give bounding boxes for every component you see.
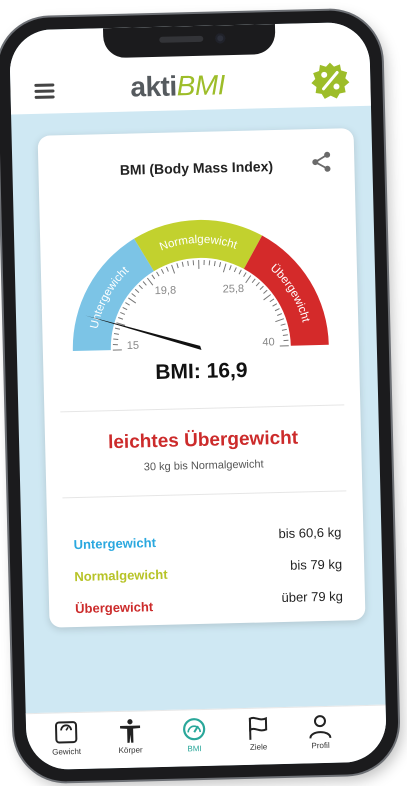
gauge-tick-mark [113, 338, 119, 341]
gauge-icon [183, 718, 206, 741]
gauge-needle [85, 315, 202, 351]
gauge-tick-label-25-8: 25,8 [223, 283, 245, 296]
speaker-grille [159, 35, 204, 43]
nav-label: Körper [118, 745, 143, 756]
flag-icon [248, 716, 268, 740]
gauge-tick-mark [233, 267, 237, 273]
gauge-tick-mark [251, 278, 256, 283]
legend-category: Untergewicht [73, 535, 157, 553]
gauge-tick-mark [131, 293, 136, 297]
gauge-tick-mark [120, 311, 126, 315]
nav-item-ziele[interactable]: Ziele [230, 714, 287, 752]
gauge-tick-mark [146, 277, 154, 286]
profile-icon [309, 715, 332, 739]
bmi-status-title: leichtes Übergewicht [107, 427, 299, 454]
gauge-tick-mark [274, 308, 280, 312]
nav-label: Profil [311, 740, 330, 751]
gauge-tick-mark [243, 272, 247, 278]
gauge-tick-mark [118, 317, 124, 320]
gauge-tick-mark [113, 333, 120, 335]
percent-badge-icon[interactable] [310, 60, 351, 101]
gauge-segment-uebergewicht [243, 235, 329, 346]
gauge-tick-mark [222, 263, 227, 273]
legend-value: über 79 kg [281, 588, 344, 606]
app-header: aktiBMI [9, 21, 371, 115]
gauge-tick-mark [142, 281, 147, 286]
gauge-tick-mark [277, 313, 283, 316]
nav-label: Ziele [249, 742, 268, 752]
gauge-tick-mark [187, 260, 189, 266]
legend-row-uebergewicht: Übergewicht über 79 kg [74, 589, 343, 622]
nav-item-bmi[interactable]: BMI [166, 716, 223, 754]
legend-row-normalgewicht: Normalgewicht bis 79 kg [74, 557, 342, 590]
divider [62, 490, 347, 499]
hamburger-menu-icon[interactable] [34, 83, 55, 99]
gauge-tick-mark [176, 263, 179, 269]
legend-row-untergewicht: Untergewicht bis 60,6 kg [73, 525, 341, 558]
nav-label: BMI [187, 744, 202, 754]
legend-value: bis 79 kg [289, 556, 343, 573]
gauge-tick-mark [208, 260, 211, 266]
logo-part-bmi: BMI [176, 69, 226, 102]
bmi-status-subtitle: 30 kg bis Normalgewicht [143, 458, 264, 474]
bmi-card: BMI (Body Mass Index) Untergewicht Norma… [37, 128, 366, 628]
gauge-tick-label-19-8: 19,8 [155, 285, 177, 298]
gauge-tick-mark [128, 297, 137, 304]
gauge-tick-mark [134, 288, 140, 293]
gauge-tick-mark [181, 261, 184, 267]
nav-item-profil[interactable]: Profil [292, 712, 349, 750]
legend-value: bis 60,6 kg [278, 524, 342, 542]
legend-category: Normalgewicht [74, 566, 168, 585]
gauge-tick-mark [280, 323, 286, 326]
nav-item-koerper[interactable]: Körper [102, 717, 159, 755]
bmi-value: BMI: 16,9 [155, 358, 248, 385]
gauge-tick-label-15: 15 [127, 340, 140, 352]
share-icon[interactable] [310, 151, 333, 174]
app-screen: aktiBMI BMI (Body Mass Index) [9, 21, 387, 771]
gauge-tick-mark [213, 261, 216, 267]
gauge-tick-mark [282, 334, 288, 336]
bmi-gauge: Untergewicht Normalgewicht Übergewicht 1… [72, 219, 329, 352]
gauge-tick-mark [263, 294, 272, 301]
gauge-tick-label-40: 40 [262, 336, 275, 348]
divider [60, 404, 345, 413]
gauge-tick-mark [219, 262, 222, 268]
scale-icon [55, 721, 78, 744]
gauge-tick-mark [269, 298, 275, 303]
gauge-tick-mark [259, 285, 264, 290]
phone-frame: aktiBMI BMI (Body Mass Index) [0, 9, 400, 783]
gauge-tick-mark [151, 274, 156, 280]
body-icon [120, 719, 141, 743]
logo-part-akti: akti [130, 70, 178, 103]
gauge-tick-mark [255, 281, 260, 287]
gauge-tick-mark [238, 269, 242, 275]
bottom-navigation: Gewicht Körper BMI [25, 704, 387, 771]
gauge-tick-mark [114, 327, 121, 330]
gauge-tick-mark [156, 271, 160, 277]
front-camera [215, 33, 226, 44]
gauge-tick-mark [171, 264, 176, 274]
app-logo: aktiBMI [130, 69, 225, 103]
gauge-tick-marks [112, 259, 289, 351]
gauge-segment-normalgewicht [134, 219, 263, 272]
gauge-tick-mark [138, 284, 143, 290]
gauge-tick-mark [275, 318, 284, 323]
card-title: BMI (Body Mass Index) [119, 158, 274, 178]
phone-notch [102, 24, 276, 59]
nav-label: Gewicht [52, 746, 82, 757]
gauge-tick-mark [116, 322, 126, 326]
gauge-tick-mark [160, 269, 165, 274]
gauge-tick-mark [245, 275, 252, 284]
gauge-tick-mark [272, 303, 278, 307]
gauge-tick-mark [122, 306, 128, 311]
legend-category: Übergewicht [74, 599, 154, 617]
gauge-tick-mark [281, 328, 287, 331]
nav-item-gewicht[interactable]: Gewicht [38, 719, 95, 757]
gauge-tick-mark [165, 266, 169, 272]
gauge-tick-mark [125, 302, 130, 306]
gauge-segment-untergewicht [72, 238, 154, 352]
gauge-tick-mark [229, 265, 232, 271]
gauge-tick-mark [263, 289, 268, 294]
